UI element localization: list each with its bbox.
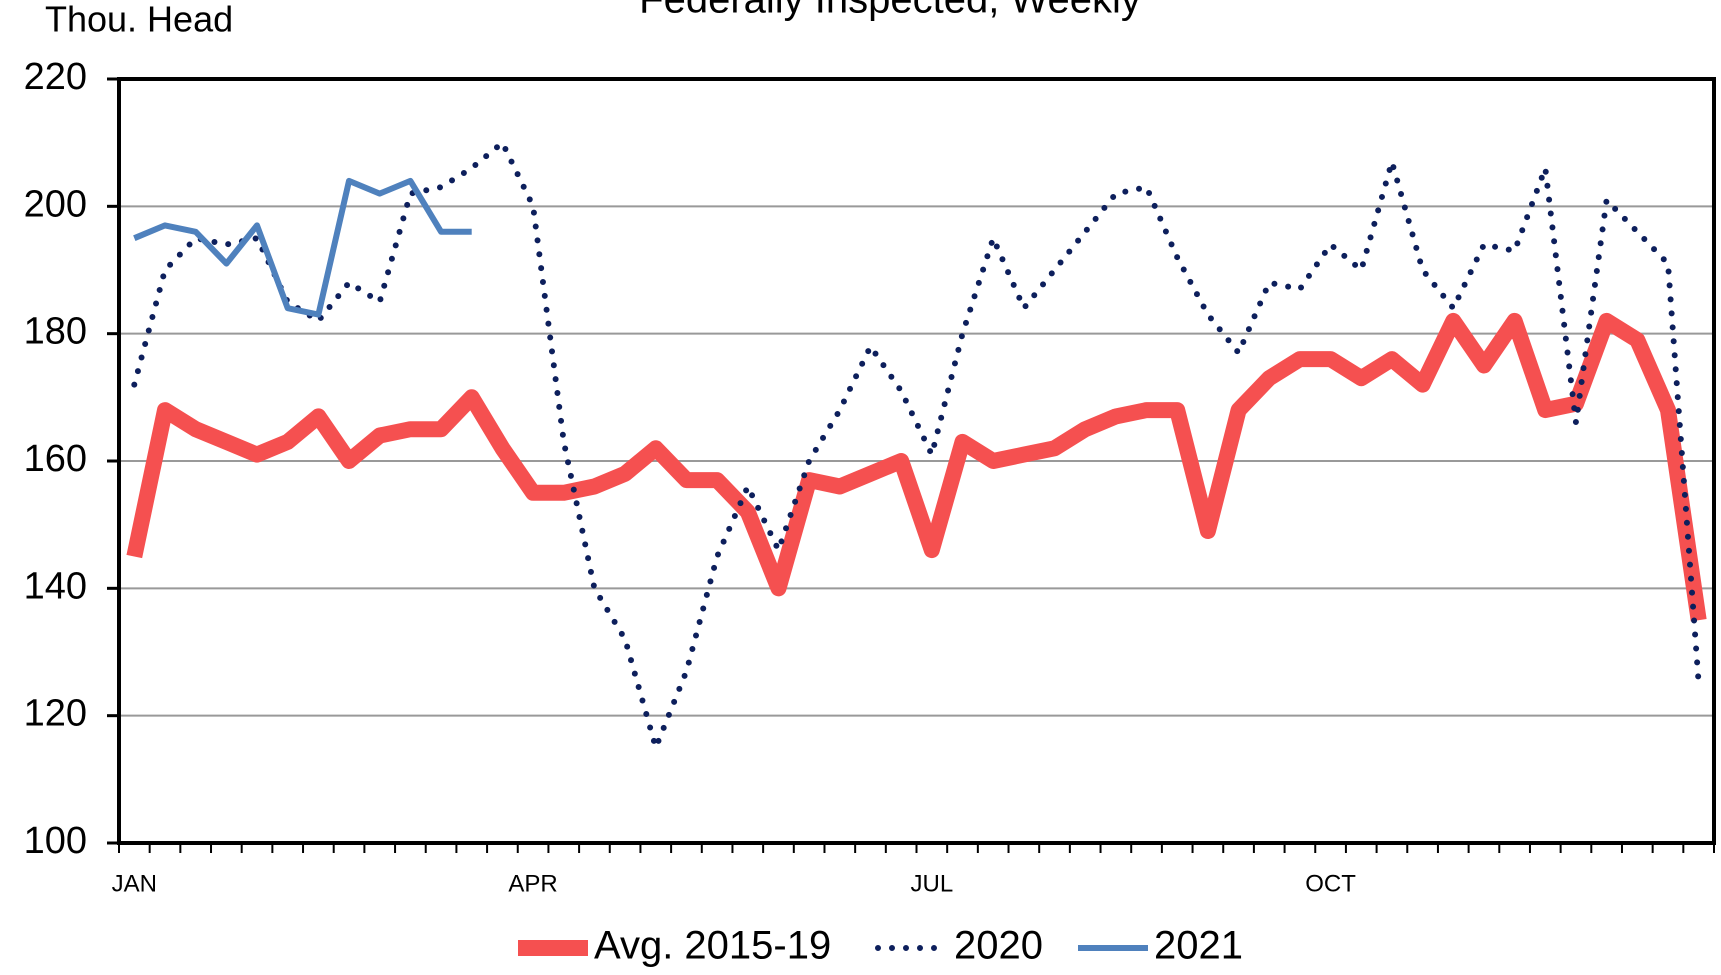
x-tick-label: APR [508, 870, 557, 897]
series-line [131, 137, 1702, 757]
y-tick-label: 160 [24, 438, 87, 480]
plot-frame [117, 77, 1716, 845]
x-tick-label: JUL [910, 870, 953, 897]
y-axis-label: Thou. Head [45, 0, 233, 40]
legend-label: 2020 [954, 924, 1043, 968]
series-line [133, 177, 472, 318]
y-tick-label: 180 [24, 311, 87, 353]
series-line [126, 312, 1707, 622]
legend-label: Avg. 2015-19 [594, 924, 831, 968]
y-tick-label: 200 [24, 183, 87, 225]
y-tick-label: 220 [24, 56, 87, 98]
legend-label: 2021 [1154, 924, 1243, 968]
x-tick-label: JAN [112, 870, 157, 897]
y-tick-label: 140 [24, 565, 87, 607]
y-tick-label: 100 [24, 820, 87, 862]
x-tick-label: OCT [1305, 870, 1356, 897]
chart-title: Federally Inspected, Weekly [639, 0, 1141, 22]
y-tick-label: 120 [24, 693, 87, 735]
